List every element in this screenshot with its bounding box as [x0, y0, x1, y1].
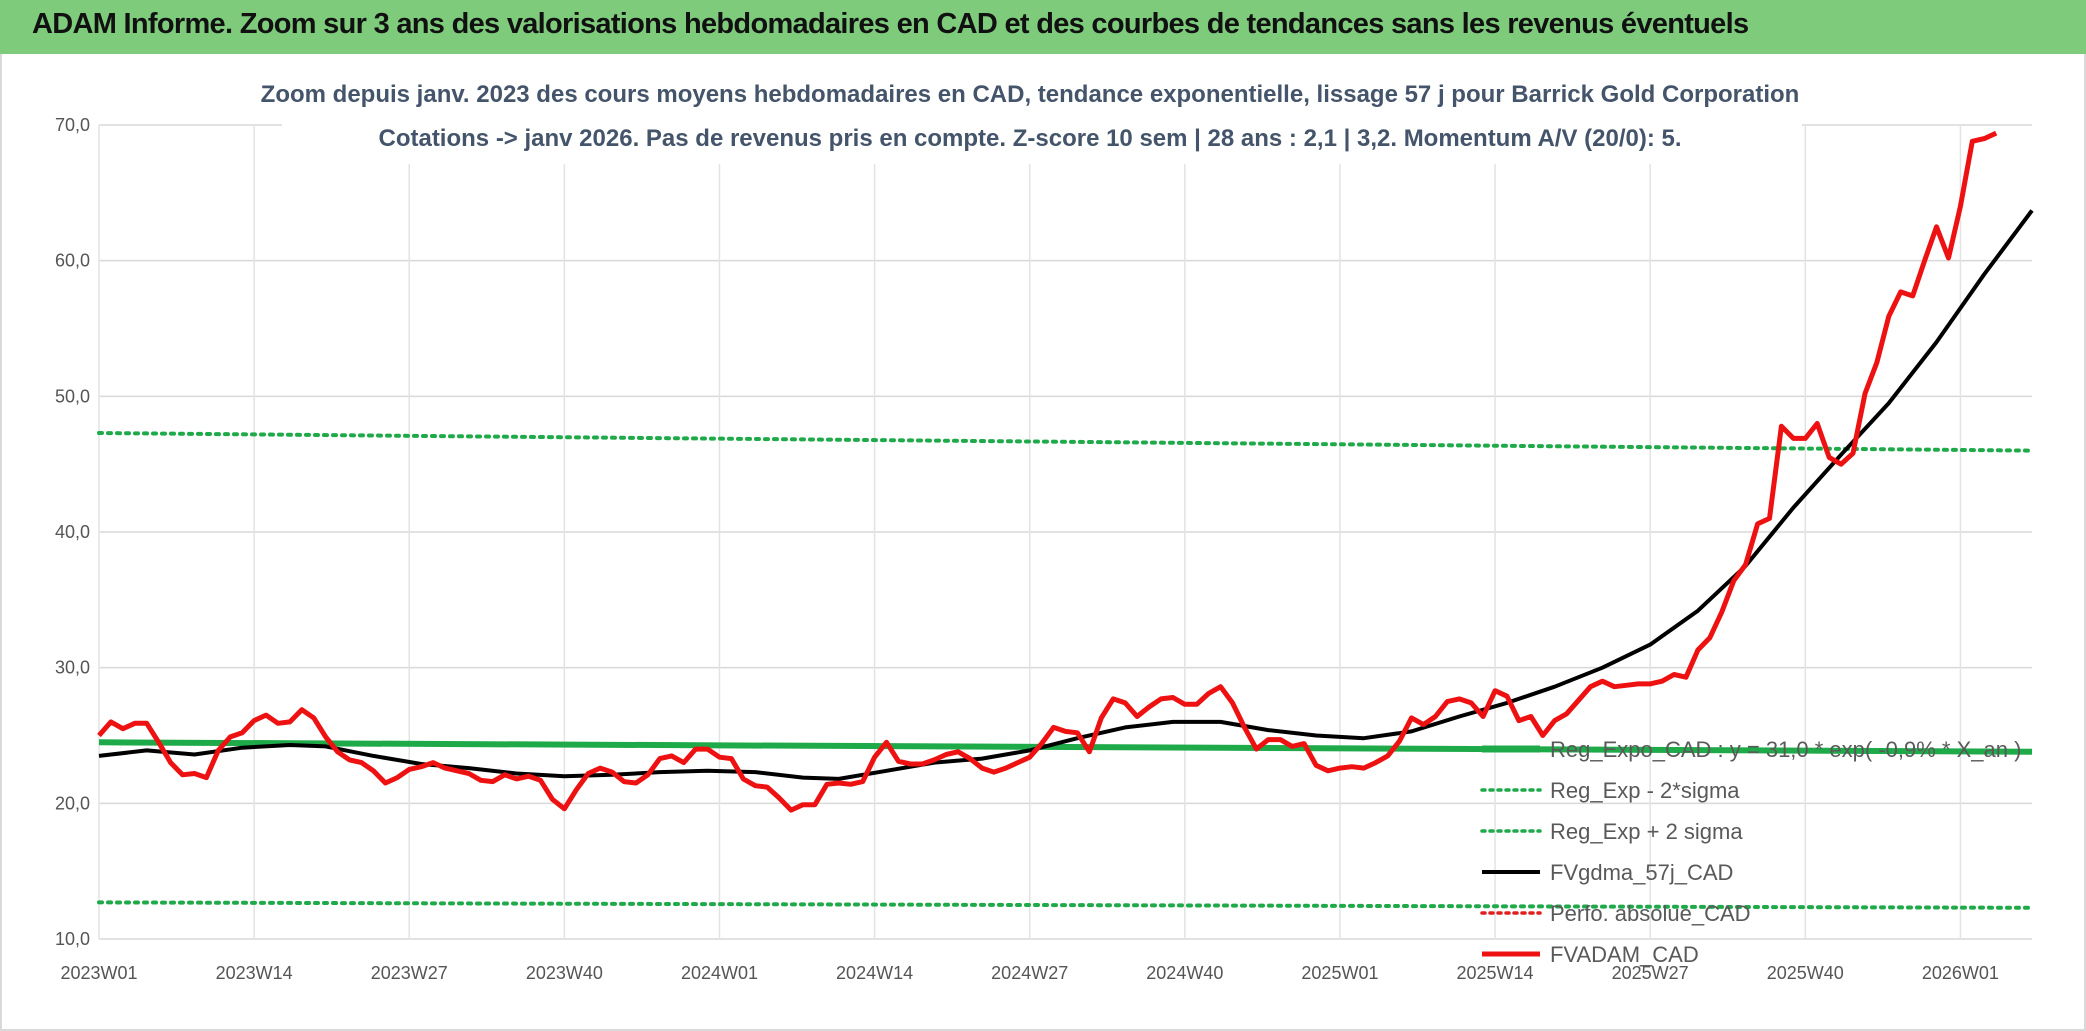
x-tick-label: 2025W27	[1612, 963, 1689, 983]
series-line-2	[97, 431, 2034, 453]
report-banner: ADAM Informe. Zoom sur 3 ans des valoris…	[0, 0, 2086, 54]
y-tick-label: 70,0	[55, 115, 90, 135]
y-axis-tick-labels: 10,0 20,0 30,0 40,0 50,0 60,0 70,0	[55, 115, 90, 949]
x-tick-label: 2024W40	[1146, 963, 1223, 983]
legend-label: Reg_Exp + 2 sigma	[1550, 819, 1743, 844]
line-chart: 10,020,030,040,050,060,070,0 2023W01 2023…	[55, 64, 2034, 983]
legend-label: Perfo. absolue_CAD	[1550, 901, 1751, 926]
x-tick-label: 2023W14	[216, 963, 293, 983]
x-tick-label: 2023W01	[60, 963, 137, 983]
chart-title-line-1: Zoom depuis janv. 2023 des cours moyens …	[261, 81, 1800, 108]
x-tick-label: 2026W01	[1922, 963, 1999, 983]
x-tick-label: 2025W01	[1301, 963, 1378, 983]
x-tick-label: 2025W40	[1767, 963, 1844, 983]
series-line-0	[98, 739, 2033, 755]
y-tick-label: 10,0	[55, 929, 90, 949]
legend-label: Reg_Exp - 2*sigma	[1550, 778, 1740, 803]
y-tick-label: 20,0	[55, 793, 90, 813]
chart-title-line-2: Cotations -> janv 2026. Pas de revenus p…	[378, 125, 1681, 152]
legend-label: FVgdma_57j_CAD	[1550, 860, 1733, 885]
x-tick-label: 2024W14	[836, 963, 913, 983]
chart-legend: Reg_Expo_CAD : y = 31,0 * exp( -0,9% * X…	[1480, 737, 2021, 967]
legend-label: Reg_Expo_CAD : y = 31,0 * exp( -0,9% * X…	[1550, 737, 2021, 762]
x-tick-label: 2024W27	[991, 963, 1068, 983]
y-tick-label: 30,0	[55, 658, 90, 678]
y-tick-label: 50,0	[55, 386, 90, 406]
x-axis-tick-labels: 2023W01 2023W14 2023W27 2023W40 2024W01 2024W…	[60, 963, 1998, 983]
legend-label: FVADAM_CAD	[1550, 942, 1699, 967]
series-line-3	[98, 209, 2034, 781]
x-tick-label: 2023W40	[526, 963, 603, 983]
y-tick-label: 60,0	[55, 251, 90, 271]
chart-frame: 10,0 20,0 30,0 40,0 50,0 60,0 70,0 2023W01 2023…	[0, 54, 2086, 1031]
chart-gridlines	[98, 124, 2032, 940]
chart-series	[97, 130, 2034, 910]
x-tick-label: 2024W01	[681, 963, 758, 983]
chart-title-background	[282, 64, 1802, 164]
report-title: ADAM Informe. Zoom sur 3 ans des valoris…	[32, 8, 1749, 40]
x-tick-label: 2023W27	[371, 963, 448, 983]
x-tick-label: 2025W14	[1457, 963, 1534, 983]
series-line-1	[97, 900, 2034, 910]
y-tick-label: 40,0	[55, 522, 90, 542]
series-line-5	[97, 130, 1998, 813]
